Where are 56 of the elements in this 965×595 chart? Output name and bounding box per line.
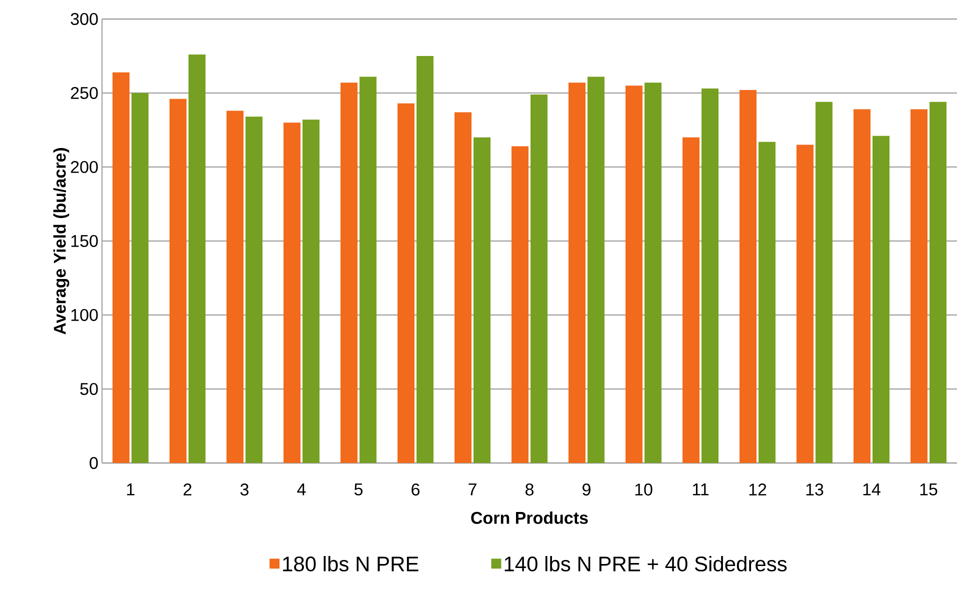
y-tick-label: 300 — [70, 12, 98, 26]
bar — [816, 102, 833, 463]
y-axis-title: Average Yield (bu/acre) — [53, 148, 70, 334]
y-tick-label: 100 — [71, 308, 98, 322]
bar — [340, 82, 358, 463]
x-tick-label: 14 — [863, 484, 880, 496]
x-tick-label: 13 — [806, 484, 824, 496]
bar — [910, 109, 928, 463]
x-tick-label: 9 — [582, 484, 590, 496]
bar — [626, 86, 643, 463]
bar — [568, 82, 586, 463]
x-tick-label: 3 — [240, 484, 248, 496]
bar — [474, 137, 491, 463]
x-tick-label: 4 — [297, 484, 306, 496]
x-tick-label: 10 — [635, 484, 652, 496]
bar — [682, 137, 700, 463]
bar — [588, 76, 605, 463]
bar — [112, 72, 130, 463]
bar — [398, 103, 415, 463]
bar — [226, 110, 244, 463]
bar — [854, 109, 871, 463]
x-tick-label: 8 — [526, 484, 534, 496]
bar — [512, 146, 529, 463]
bar — [644, 82, 662, 463]
x-tick-label: 15 — [920, 484, 938, 496]
x-tick-label: 11 — [692, 484, 709, 496]
bar — [702, 88, 719, 463]
x-tick-label: 1 — [127, 484, 134, 496]
legend-label: 180 lbs N PRE — [283, 556, 418, 572]
y-tick-label: 150 — [71, 234, 98, 248]
bar — [872, 136, 890, 463]
y-tick-label: 250 — [70, 86, 98, 100]
x-tick-label: 5 — [354, 484, 363, 496]
bar — [530, 94, 548, 463]
bar — [188, 54, 206, 463]
legend-label: 140 lbs N PRE + 40 Sidedress — [504, 556, 787, 572]
bar — [360, 76, 377, 463]
x-tick-label: 2 — [184, 484, 192, 496]
y-tick-label: 50 — [80, 382, 98, 396]
bar — [796, 144, 814, 463]
y-tick-label: 200 — [70, 160, 98, 174]
bar — [758, 142, 776, 463]
bar — [170, 98, 187, 463]
x-tick-label: 12 — [749, 484, 766, 496]
bar — [930, 102, 947, 463]
bar — [416, 56, 434, 463]
bar — [302, 120, 320, 463]
bar — [132, 93, 149, 463]
bar — [284, 122, 301, 463]
y-tick-label: 0 — [90, 456, 98, 470]
x-axis-title: Corn Products — [471, 511, 588, 524]
x-tick-label: 6 — [412, 484, 420, 496]
bar — [740, 90, 757, 463]
x-tick-label: 7 — [468, 484, 476, 496]
bar — [454, 112, 472, 463]
bar — [246, 116, 263, 463]
